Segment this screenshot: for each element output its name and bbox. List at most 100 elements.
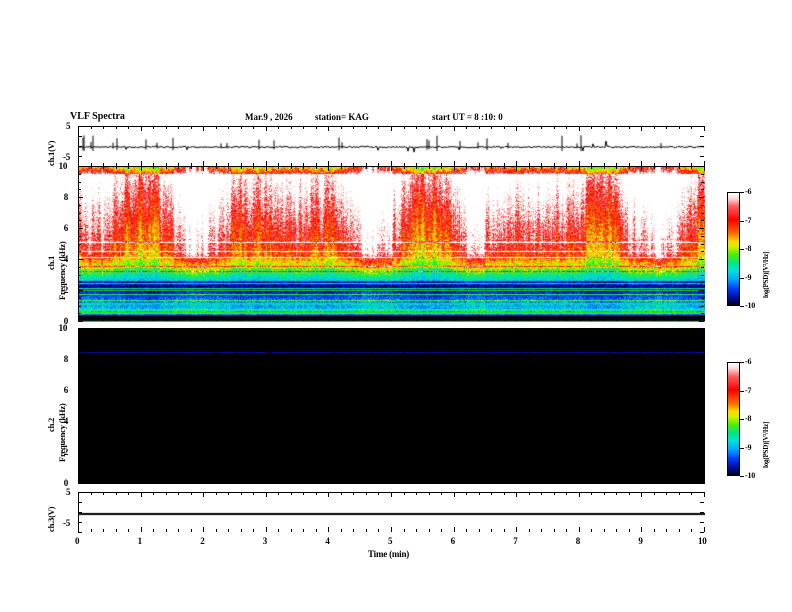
x-tickmark [90,328,92,331]
x-tickmark [641,316,643,321]
x-tickmark [240,529,242,532]
y-tickmark [700,532,704,533]
x-tickmark [541,529,543,532]
x-tickmark [641,478,643,483]
x-tickmark [466,328,468,331]
ch1-spec-tick-4: 4 [63,254,69,264]
x-tickmark [416,492,418,495]
x-tickmark [178,166,180,169]
x-tickmark [90,166,92,169]
x-tickmark [328,527,330,532]
x-tickmark [290,318,292,321]
x-tickmark [503,166,505,169]
x-tickmark [453,527,455,532]
ch2-spec-tick-0: 0 [63,478,69,488]
x-tickmark [378,529,380,532]
x-tickmark [278,480,280,483]
x-tickmark [128,492,130,495]
colorbar-ch2-tick--9: -9 [745,442,752,452]
x-tickmark [303,529,305,532]
ch2-spec-tick-10: 10 [58,323,68,333]
x-tickmark [566,163,568,166]
x-tickmark [541,328,543,331]
y-tickmark [78,428,81,430]
x-tickmark [578,328,580,333]
x-tickmark [704,527,705,532]
x-tickmark [253,318,255,321]
ch2-spectrogram-panel [78,328,705,484]
x-tickmark [578,316,580,321]
x-tickmark [678,328,680,331]
ch1-spec-tick-10: 10 [58,161,68,171]
x-tickmark [290,166,292,169]
x-tickmark [178,163,180,166]
x-tickmark [253,529,255,532]
x-tickmark [90,480,92,483]
x-tickmark [365,480,367,483]
x-tickmark [165,166,167,169]
ch2-spec-tick-8: 8 [63,354,69,364]
x-tickmark [653,126,655,129]
x-tickmark [303,166,305,169]
y-tickmark [78,189,81,191]
x-tickmark [678,166,680,169]
x-tickmark [616,126,618,129]
colorbar-tickmark [740,306,744,307]
x-tickmark [228,318,230,321]
x-tickmark [115,166,117,169]
x-tickmark [641,161,643,166]
x-tickmark [178,126,180,129]
x-tickmark [428,480,430,483]
x-tickmark [403,318,405,321]
x-tickmark [503,492,505,495]
y-tickmark [699,359,704,360]
x-tickmark [90,529,92,532]
y-tickmark [701,335,704,337]
x-tickmark [403,163,405,166]
x-tickmark [140,478,142,483]
x-tickmark [478,166,480,169]
x-tick-1: 1 [137,536,143,546]
x-tickmark [365,318,367,321]
colorbar-ch2 [727,362,740,476]
x-tickmark [591,492,593,495]
x-tickmark [516,166,518,171]
y-tickmark [699,321,704,322]
y-tickmark [78,343,81,345]
x-tickmark [591,166,593,169]
x-tickmark [103,318,105,321]
x-tickmark [215,529,217,532]
x-tickmark [103,126,105,129]
x-tickmark [353,318,355,321]
x-tickmark [278,126,280,129]
y-tickmark [701,444,704,446]
x-tickmark [153,166,155,169]
start-ut-label: start UT = 8 :10: 0 [432,112,503,122]
y-tickmark [699,328,704,329]
x-tickmark [516,316,518,321]
x-tickmark [178,480,180,483]
x-tickmark [704,478,705,483]
x-tickmark [115,163,117,166]
x-tickmark [653,529,655,532]
x-tickmark [265,316,267,321]
y-tickmark [78,173,81,175]
x-tickmark [416,126,418,129]
x-tickmark [691,492,693,495]
x-tickmark [78,126,79,131]
x-tickmark [603,492,605,495]
y-tickmark [78,228,83,229]
x-tick-4: 4 [325,536,330,546]
x-tickmark [315,318,317,321]
y-tickmark [701,436,704,438]
x-tickmark [616,480,618,483]
x-tickmark [541,318,543,321]
y-tickmark [700,126,704,127]
x-tick-3: 3 [262,536,268,546]
x-tickmark [678,492,680,495]
x-tickmark [566,529,568,532]
x-tickmark [78,166,79,171]
x-tickmark [666,163,668,166]
x-tickmark [691,163,693,166]
x-tickmark [78,492,79,497]
